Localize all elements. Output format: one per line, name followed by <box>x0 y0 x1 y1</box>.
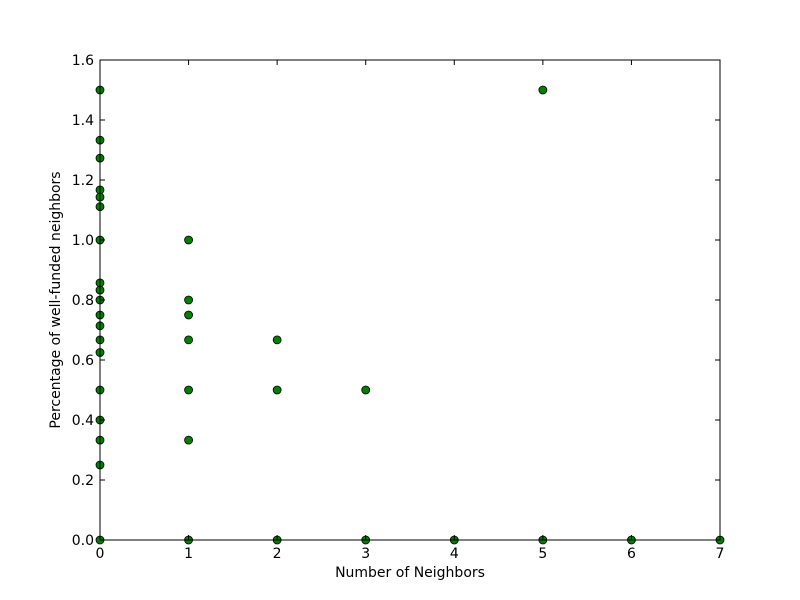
y-tick-label: 0.4 <box>72 413 94 429</box>
data-point <box>184 335 193 345</box>
x-tick-label: 7 <box>716 546 725 562</box>
x-tick-label: 4 <box>450 546 459 562</box>
y-tick-label: 1.4 <box>72 113 94 129</box>
y-tick-label: 1.6 <box>72 53 94 69</box>
data-point <box>272 385 282 395</box>
y-tick-label: 0.2 <box>72 473 94 489</box>
y-tick-label: 0.0 <box>72 533 94 549</box>
data-point <box>361 385 371 395</box>
x-tick-label: 5 <box>538 546 547 562</box>
y-tick-label: 1.0 <box>72 233 94 249</box>
y-axis-label: Percentage of well-funded neighbors <box>48 171 64 428</box>
y-tick-label: 1.2 <box>72 173 94 189</box>
y-tick-label: 0.8 <box>72 293 94 309</box>
data-point <box>538 85 548 95</box>
x-tick-label: 2 <box>273 546 282 562</box>
y-axis-ticks: 0.0 0.2 0.4 0.6 0.8 1.0 1.2 1.4 1.6 <box>72 53 720 549</box>
data-point <box>184 295 193 305</box>
data-point <box>184 435 193 445</box>
x-axis-ticks: 0 1 2 3 4 5 6 7 <box>96 60 725 562</box>
x-axis-label: Number of Neighbors <box>335 565 485 581</box>
x-tick-label: 0 <box>96 546 105 562</box>
x-tick-label: 1 <box>184 546 193 562</box>
data-point <box>184 235 193 245</box>
x-tick-label: 6 <box>627 546 636 562</box>
x-tick-label: 3 <box>361 546 370 562</box>
y-tick-label: 0.6 <box>72 353 94 369</box>
data-point <box>184 385 193 395</box>
plot-area <box>100 60 720 540</box>
data-point <box>184 310 193 320</box>
data-point <box>272 335 282 345</box>
